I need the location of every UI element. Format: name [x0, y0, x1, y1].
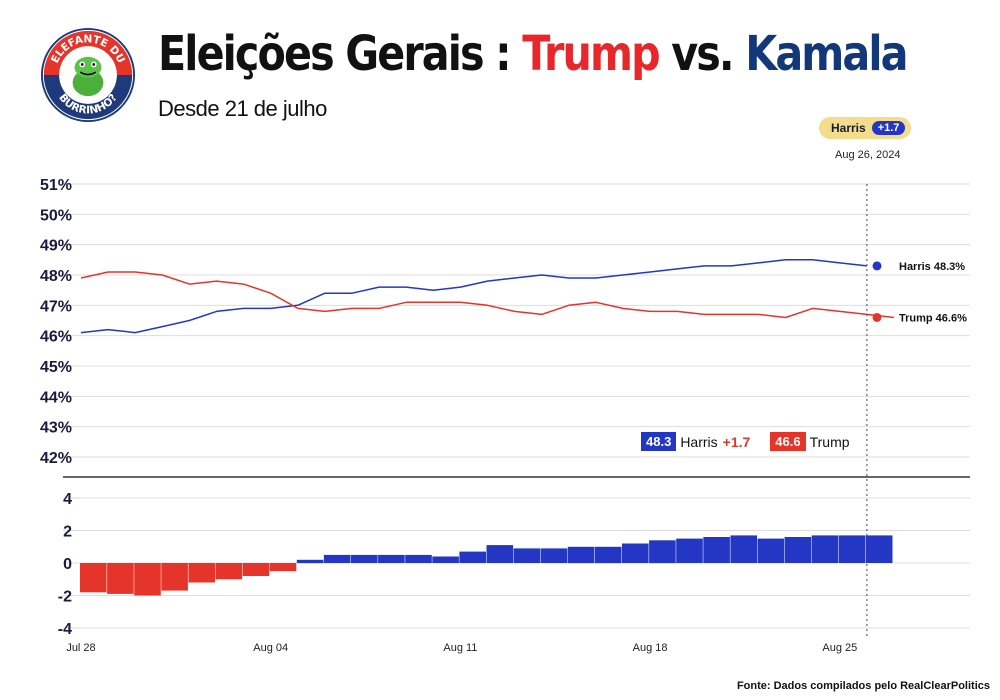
title-prefix: Eleições Gerais : [158, 26, 523, 82]
legend-trump-label: Trump [809, 433, 850, 450]
legend-harris-margin: +1.7 [722, 433, 751, 450]
x-tick-label: Jul 28 [66, 642, 95, 654]
legend-harris-label: Harris [680, 433, 718, 450]
page-subtitle: Desde 21 de julho [158, 96, 327, 121]
line-y-tick-label: 44% [40, 389, 72, 406]
margin-bar [676, 538, 703, 563]
margin-bar [540, 548, 568, 563]
margin-bar [242, 563, 270, 576]
line-chart-series [80, 259, 895, 334]
margin-bar [649, 540, 676, 564]
title-kamala: Kamala [745, 26, 908, 82]
margin-bar [784, 537, 812, 563]
margin-bar [134, 563, 161, 596]
trump-end-label: Trump 46.6% [899, 312, 967, 324]
bar-chart-y-axis: -4 -2 0 2 4 [58, 491, 72, 638]
margin-bar [513, 548, 541, 563]
margin-bar [378, 554, 405, 563]
bar-y-tick-label: 2 [63, 524, 72, 541]
margin-bar [838, 535, 866, 563]
harris-end-dot [872, 261, 882, 271]
x-tick-label: Aug 25 [822, 642, 857, 654]
line-y-tick-label: 48% [40, 268, 72, 285]
margin-bar [80, 563, 107, 593]
margin-bar [622, 543, 649, 563]
elefante-du-burrinho-logo: ELEFANTE DU BURRINHO? [40, 27, 136, 123]
harris-line [80, 259, 867, 334]
lead-leader-name: Harris [831, 121, 866, 135]
line-chart-gridlines [63, 183, 970, 458]
line-y-tick-label: 43% [40, 420, 72, 437]
lead-margin-badge: +1.7 [871, 121, 906, 135]
bar-y-tick-label: 4 [63, 491, 72, 508]
legend-harris-value: 48.3 [641, 432, 677, 451]
harris-end-label: Harris 48.3% [899, 261, 965, 273]
margin-bar [703, 537, 730, 563]
bar-y-tick-label: 0 [63, 556, 72, 573]
margin-bar [594, 546, 622, 564]
margin-bar [161, 563, 188, 591]
x-tick-label: Aug 18 [633, 642, 668, 654]
margin-bar [567, 546, 595, 564]
legend-trump-value: 46.6 [770, 432, 806, 451]
lead-badge: Harris +1.7 [819, 117, 912, 139]
margin-bar [405, 554, 432, 563]
margin-bar [107, 563, 134, 594]
margin-bar [188, 563, 215, 583]
margin-bar [351, 554, 378, 563]
source-note: Fonte: Dados compilados pelo RealClearPo… [736, 680, 990, 692]
margin-bar [757, 538, 785, 563]
line-y-tick-label: 45% [40, 359, 72, 376]
x-tick-label: Aug 04 [253, 642, 288, 654]
legend: 48.3 Harris +1.7 46.6 Trump [641, 432, 850, 451]
title-vs: vs. [658, 26, 746, 82]
lead-date: Aug 26, 2024 [835, 149, 901, 161]
line-y-tick-label: 42% [40, 450, 72, 467]
bar-y-tick-label: -4 [58, 621, 72, 638]
bar-y-tick-label: -2 [58, 589, 72, 606]
margin-bar [323, 554, 351, 563]
margin-bars [80, 535, 893, 596]
line-y-tick-label: 47% [40, 298, 72, 315]
margin-bar [730, 535, 757, 563]
margin-bar [215, 563, 243, 580]
x-axis-ticks: Jul 28 Aug 04 Aug 11 Aug 18 Aug 25 [66, 642, 857, 654]
trump-end-dot [872, 312, 882, 322]
margin-bar [486, 545, 514, 563]
line-y-tick-label: 49% [40, 238, 72, 255]
page-title: Eleições Gerais : Trump vs. Kamala [158, 30, 908, 78]
line-y-tick-label: 51% [40, 177, 72, 194]
margin-bar [865, 535, 893, 563]
margin-bar [432, 556, 459, 563]
line-chart-end-labels: Harris 48.3% Trump 46.6% [872, 261, 967, 324]
margin-bar [811, 535, 839, 563]
line-y-tick-label: 50% [40, 207, 72, 224]
margin-bar [269, 563, 297, 572]
x-tick-label: Aug 11 [443, 642, 477, 654]
title-trump: Trump [522, 26, 660, 82]
trump-line [80, 271, 895, 319]
margin-bar [459, 551, 486, 563]
margin-bar [296, 559, 324, 564]
line-chart-y-axis: 42% 43% 44% 45% 46% 47% 48% 49% 50% 51% [40, 177, 72, 467]
line-y-tick-label: 46% [40, 329, 72, 346]
